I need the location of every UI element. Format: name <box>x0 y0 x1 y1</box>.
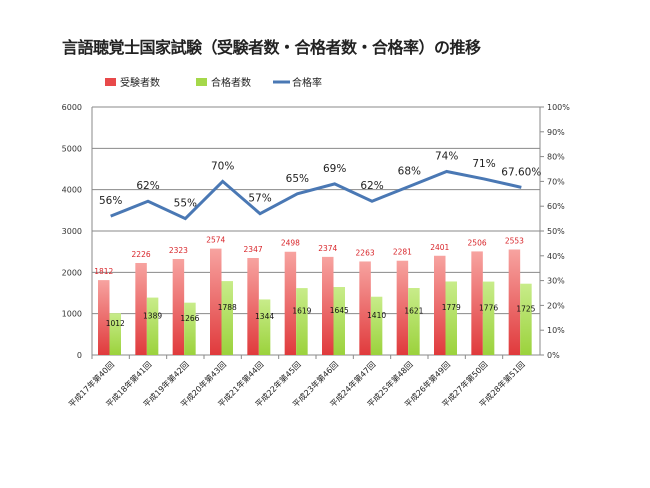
bar-examinees <box>471 251 483 355</box>
y2-tick-label: 0% <box>547 351 560 360</box>
data-label-examinees: 2323 <box>169 246 188 255</box>
data-label-passers: 1788 <box>218 303 237 312</box>
y2-tick-label: 80% <box>547 153 565 162</box>
bar-examinees <box>434 255 446 355</box>
data-label-passers: 1012 <box>106 319 125 328</box>
data-label-examinees: 2226 <box>132 250 151 259</box>
data-label-examinees: 2553 <box>505 236 524 245</box>
data-label-examinees: 2347 <box>244 245 263 254</box>
data-label-pass-rate: 55% <box>174 198 197 210</box>
y-tick-label: 6000 <box>62 103 82 112</box>
bar-passers <box>258 299 271 355</box>
y-tick-label: 4000 <box>62 186 82 195</box>
y-tick-label: 0 <box>77 351 82 360</box>
bar-passers <box>221 281 233 355</box>
legend-label: 合格者数 <box>211 76 251 89</box>
data-label-pass-rate: 62% <box>360 180 383 192</box>
legend-swatch-passers <box>196 78 207 86</box>
y-tick-label: 3000 <box>62 227 82 236</box>
data-label-passers: 1266 <box>180 314 199 323</box>
data-label-examinees: 2574 <box>206 236 225 245</box>
data-label-examinees: 2281 <box>393 248 412 257</box>
data-label-passers: 1619 <box>292 307 311 316</box>
data-label-pass-rate: 65% <box>286 173 309 185</box>
data-label-pass-rate: 68% <box>398 165 421 177</box>
data-label-pass-rate: 57% <box>248 193 271 205</box>
legend-label: 受験者数 <box>120 76 160 89</box>
data-label-passers: 1621 <box>404 306 423 315</box>
bar-passers <box>146 297 159 355</box>
y2-tick-label: 70% <box>547 177 565 186</box>
bar-passers <box>370 296 383 355</box>
y2-tick-label: 90% <box>547 128 565 137</box>
y-tick-label: 2000 <box>62 268 82 277</box>
data-label-passers: 1725 <box>516 304 535 313</box>
y2-tick-label: 20% <box>547 301 565 310</box>
data-label-passers: 1645 <box>330 306 349 315</box>
data-label-examinees: 2498 <box>281 239 300 248</box>
bar-passers <box>445 281 457 355</box>
bar-examinees <box>284 251 297 355</box>
data-label-passers: 1389 <box>143 311 162 320</box>
bar-examinees <box>210 248 222 355</box>
bar-passers <box>333 287 345 355</box>
y-tick-label: 5000 <box>62 144 82 153</box>
y-tick-label: 1000 <box>62 310 82 319</box>
bar-examinees <box>322 256 334 355</box>
data-label-passers: 1776 <box>479 303 498 312</box>
data-label-pass-rate: 74% <box>435 150 458 162</box>
data-label-examinees: 2506 <box>468 238 487 247</box>
chart-title: 言語聴覚士国家試験（受験者数・合格者数・合格率）の推移 <box>62 38 481 57</box>
line-pass-rate <box>110 169 522 221</box>
y2-tick-label: 50% <box>547 227 565 236</box>
y2-tick-label: 10% <box>547 326 565 335</box>
bar-passers <box>296 288 308 355</box>
bar-examinees <box>359 261 371 355</box>
data-label-examinees: 2263 <box>356 248 375 257</box>
data-label-examinees: 1812 <box>94 267 113 276</box>
bar-passers <box>109 313 121 355</box>
data-label-passers: 1344 <box>255 312 274 321</box>
bar-examinees <box>247 257 259 355</box>
data-label-pass-rate: 62% <box>136 180 159 192</box>
data-label-examinees: 2374 <box>318 244 337 253</box>
data-label-passers: 1410 <box>367 311 386 320</box>
bar-passers <box>408 287 420 355</box>
bar-passers <box>482 281 495 355</box>
data-label-pass-rate: 56% <box>99 195 122 207</box>
bar-examinees <box>508 249 521 355</box>
legend-label: 合格率 <box>292 76 322 89</box>
bar-examinees <box>172 258 185 355</box>
data-label-pass-rate: 71% <box>472 158 495 170</box>
y2-tick-label: 100% <box>547 103 570 112</box>
y2-tick-label: 30% <box>547 277 565 286</box>
bar-passers <box>520 283 532 355</box>
data-label-pass-rate: 70% <box>211 160 234 172</box>
y2-tick-label: 40% <box>547 252 565 261</box>
data-label-pass-rate: 67.60% <box>501 166 541 178</box>
bar-examinees <box>396 260 409 355</box>
legend-swatch-examinees <box>105 78 116 86</box>
data-label-examinees: 2401 <box>430 243 449 252</box>
bar-examinees <box>135 262 147 355</box>
data-label-passers: 1779 <box>442 303 461 312</box>
y2-tick-label: 60% <box>547 202 565 211</box>
data-label-pass-rate: 69% <box>323 163 346 175</box>
bar-passers <box>184 302 196 355</box>
bar-examinees <box>98 280 110 355</box>
